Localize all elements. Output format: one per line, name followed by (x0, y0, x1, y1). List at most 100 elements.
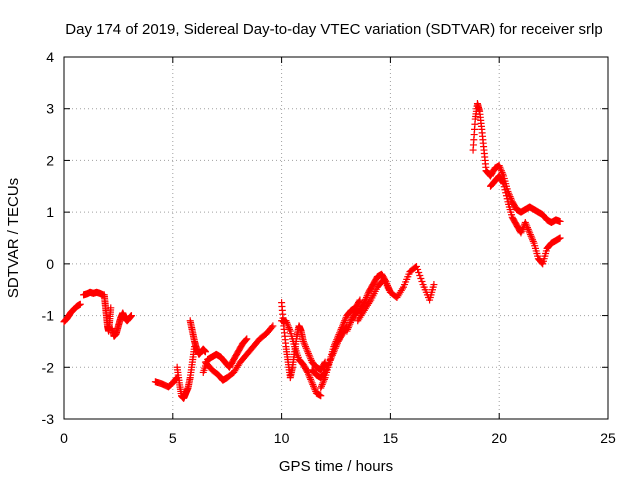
y-tick-label: 0 (46, 256, 54, 272)
data-point-marker (306, 374, 314, 382)
y-tick-label: -1 (42, 308, 55, 324)
data-point-marker (305, 351, 313, 359)
x-tick-label: 5 (169, 430, 177, 446)
data-series (173, 343, 199, 402)
data-point-marker (341, 315, 349, 323)
data-point-marker (333, 341, 341, 349)
data-point-marker (500, 183, 508, 191)
data-point-marker (308, 379, 316, 387)
data-point-marker (503, 195, 511, 203)
data-point-marker (283, 320, 291, 328)
data-point-marker (416, 271, 424, 279)
data-point-marker (418, 278, 426, 286)
data-point-marker (518, 227, 526, 235)
data-point-marker (529, 236, 537, 244)
y-tick-label: 2 (46, 152, 54, 168)
y-tick-label: 1 (46, 204, 54, 220)
data-point-marker (344, 324, 352, 332)
data-point-marker (317, 384, 325, 392)
data-point-marker (318, 381, 326, 389)
data-point-marker (305, 372, 313, 380)
data-point-marker (521, 218, 529, 226)
data-point-marker (306, 353, 314, 361)
data-point-marker (417, 275, 425, 283)
data-point-marker (302, 344, 310, 352)
data-point-marker (526, 229, 534, 237)
data-point-marker (241, 337, 249, 345)
data-point-marker (300, 339, 308, 347)
data-series (151, 374, 181, 391)
data-point-marker (327, 355, 335, 363)
data-point-marker (283, 318, 291, 326)
data-point-marker (502, 189, 510, 197)
data-point-marker (495, 162, 503, 170)
data-point-marker (301, 341, 309, 349)
data-series (199, 335, 251, 376)
data-series (278, 317, 325, 400)
data-point-marker (286, 325, 294, 333)
data-point-marker (497, 165, 505, 173)
data-point-marker (502, 192, 510, 200)
data-point-marker (538, 259, 546, 267)
data-point-marker (304, 368, 312, 376)
data-series (60, 300, 84, 326)
data-point-marker (527, 232, 535, 240)
data-point-marker (525, 227, 533, 235)
data-point-marker (523, 222, 531, 230)
data-point-marker (269, 322, 277, 330)
data-point-marker (201, 348, 209, 356)
data-point-marker (415, 268, 423, 276)
data-point-marker (268, 323, 276, 331)
data-point-marker (497, 167, 505, 175)
data-point-marker (323, 365, 331, 373)
x-axis-label: GPS time / hours (279, 458, 393, 475)
data-point-marker (322, 367, 330, 375)
data-point-marker (107, 304, 115, 312)
data-point-marker (346, 320, 354, 328)
data-point-marker (347, 318, 355, 326)
data-point-marker (243, 335, 251, 343)
data-point-marker (309, 381, 317, 389)
data-point-marker (299, 337, 307, 345)
data-point-marker (304, 348, 312, 356)
data-point-marker (344, 325, 352, 333)
data-point-marker (307, 375, 315, 383)
plot-area-border (63, 56, 609, 420)
data-point-marker (333, 339, 341, 347)
data-point-marker (499, 178, 507, 186)
data-point-marker (330, 348, 338, 356)
data-series (469, 100, 490, 175)
data-point-marker (362, 295, 370, 303)
x-tick-label: 10 (274, 430, 290, 446)
data-points (60, 100, 564, 402)
data-point-marker (319, 379, 327, 387)
x-tick-label: 20 (491, 430, 507, 446)
data-point-marker (500, 180, 508, 188)
data-point-marker (398, 285, 406, 293)
data-point-marker (328, 351, 336, 359)
chart-title: Day 174 of 2019, Sidereal Day-to-day VTE… (65, 21, 602, 38)
data-point-marker (331, 346, 339, 354)
data-point-marker (326, 356, 334, 364)
data-series (482, 162, 564, 226)
x-tick-label: 15 (383, 430, 399, 446)
x-tick-label: 0 (60, 430, 68, 446)
data-point-marker (324, 362, 332, 370)
data-point-marker (414, 265, 422, 273)
data-point-marker (413, 262, 421, 270)
data-point-marker (332, 343, 340, 351)
data-point-marker (501, 186, 509, 194)
data-point-marker (361, 297, 369, 305)
data-point-marker (328, 353, 336, 361)
data-point-marker (127, 312, 135, 320)
data-point-marker (304, 349, 312, 357)
data-point-marker (303, 346, 311, 354)
data-point-marker (317, 382, 325, 390)
data-series (108, 309, 135, 340)
grid-lines (64, 57, 608, 419)
data-point-marker (508, 196, 516, 204)
data-point-marker (528, 234, 536, 242)
data-point-marker (526, 231, 534, 239)
data-series (354, 262, 438, 325)
